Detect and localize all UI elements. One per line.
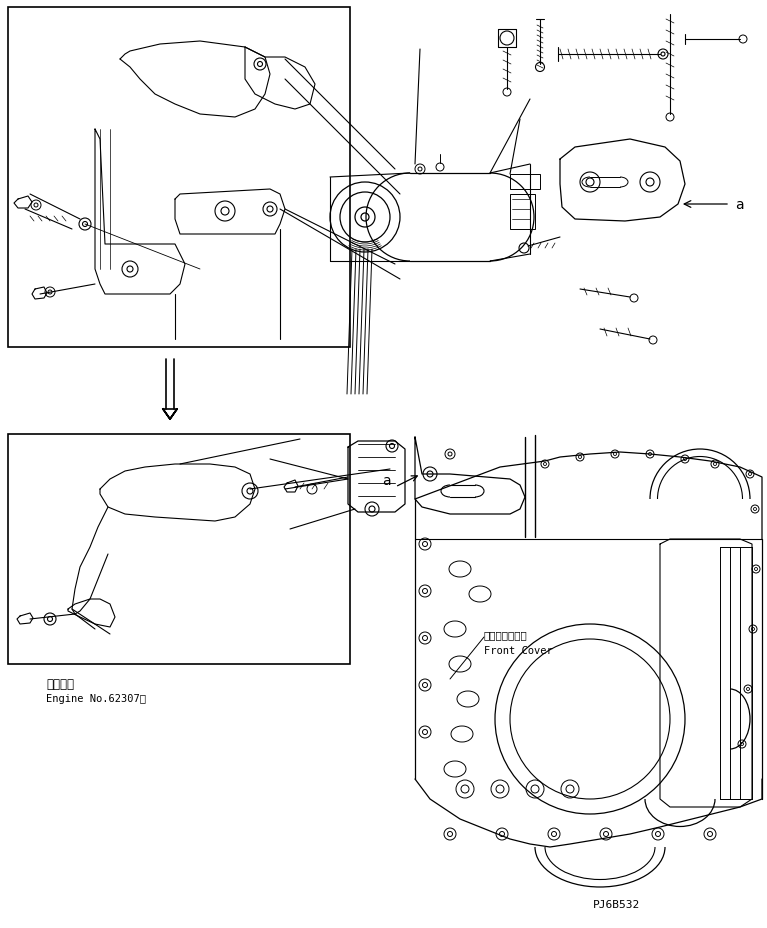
Text: PJ6B532: PJ6B532 — [593, 899, 640, 909]
Bar — [8, 8, 350, 348]
Text: a: a — [382, 473, 390, 487]
Bar — [510, 174, 540, 190]
Polygon shape — [163, 409, 177, 419]
Bar — [510, 195, 535, 230]
Text: Front Cover: Front Cover — [484, 645, 553, 655]
Text: 適用号機: 適用号機 — [46, 677, 74, 690]
Text: Engine No.62307～: Engine No.62307～ — [46, 693, 146, 703]
Text: フロントカバー: フロントカバー — [484, 629, 528, 639]
Bar — [8, 434, 350, 664]
Text: a: a — [735, 198, 744, 212]
